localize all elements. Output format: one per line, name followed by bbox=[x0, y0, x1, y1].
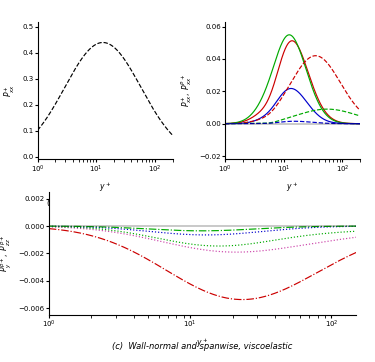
Y-axis label: $P^{+}_{xx}$: $P^{+}_{xx}$ bbox=[2, 84, 16, 97]
Text: (b)  Streamwise, viscoelastic: (b) Streamwise, viscoelastic bbox=[232, 198, 352, 207]
Text: (a)  Streamwise, Newtonian: (a) Streamwise, Newtonian bbox=[47, 198, 163, 207]
Text: (c)  Wall-normal and spanwise, viscoelastic: (c) Wall-normal and spanwise, viscoelast… bbox=[112, 342, 292, 351]
X-axis label: $y^+$: $y^+$ bbox=[196, 336, 208, 350]
X-axis label: $y^+$: $y^+$ bbox=[99, 180, 111, 194]
X-axis label: $y^+$: $y^+$ bbox=[286, 180, 298, 194]
Y-axis label: $P^{+}_{xx},\ P^{P+}_{xx}$: $P^{+}_{xx},\ P^{P+}_{xx}$ bbox=[179, 74, 194, 107]
Y-axis label: $P^{p+}_{y},\ P^{p+}_{zz}$: $P^{p+}_{y},\ P^{p+}_{zz}$ bbox=[0, 235, 13, 272]
